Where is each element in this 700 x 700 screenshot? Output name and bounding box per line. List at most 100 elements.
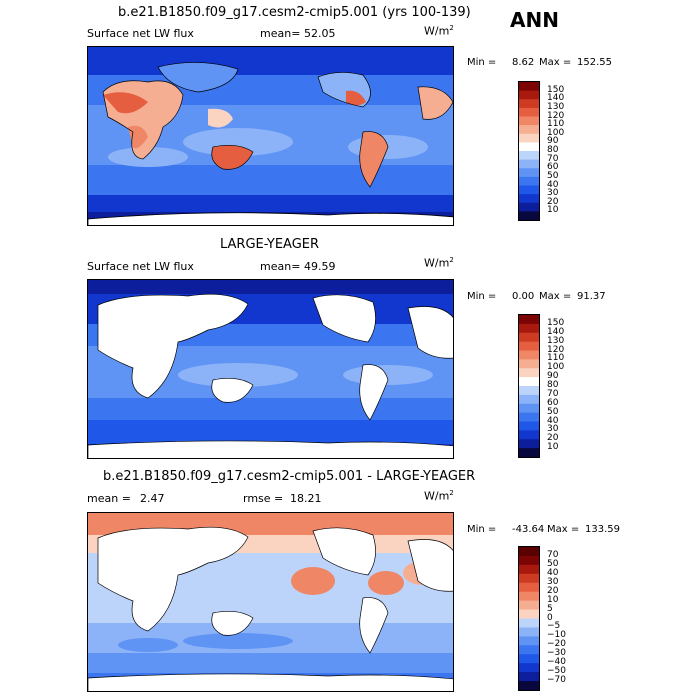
colorbar-tick-label: −70: [547, 675, 566, 686]
colorbar-tick-label: 10: [547, 205, 559, 216]
colorbar-swatch: [519, 116, 539, 126]
colorbar-tick-label: −20: [547, 639, 566, 650]
colorbar-swatch: [519, 125, 539, 135]
colorbar-swatch: [519, 99, 539, 109]
colorbar-swatch: [519, 555, 539, 566]
panel3-max-value: 133.59: [585, 524, 620, 535]
panel3-map: [87, 512, 454, 692]
colorbar-tick-label: 80: [547, 145, 559, 155]
colorbar-swatch: [519, 573, 539, 584]
colorbar-tick-label: 80: [547, 380, 559, 390]
colorbar-swatch: [519, 107, 539, 117]
colorbar-swatch: [519, 82, 539, 92]
panel2-variable: Surface net LW flux: [87, 260, 194, 273]
panel3-colorbar: [518, 546, 540, 691]
colorbar-swatch: [519, 591, 539, 602]
colorbar-swatch: [519, 564, 539, 575]
colorbar-swatch: [519, 609, 539, 619]
colorbar-swatch: [519, 168, 539, 178]
colorbar-swatch: [519, 403, 539, 414]
colorbar-tick-label: 50: [547, 406, 559, 417]
colorbar-tick-label: 150: [547, 317, 565, 328]
panel3-map-plot: [88, 513, 453, 691]
colorbar-swatch: [519, 582, 539, 593]
colorbar-tick-label: 10: [547, 594, 559, 605]
colorbar-swatch: [519, 672, 539, 682]
colorbar-swatch: [519, 185, 539, 195]
colorbar-tick-label: −40: [547, 657, 566, 668]
panel2-colorbar: [518, 314, 540, 458]
colorbar-swatch: [519, 176, 539, 186]
colorbar-tick-label: 150: [547, 84, 565, 95]
colorbar-swatch: [519, 654, 539, 664]
colorbar-tick-label: 20: [547, 585, 559, 596]
colorbar-tick-label: 140: [547, 93, 565, 104]
colorbar-swatch: [519, 194, 539, 204]
colorbar-tick-label: −30: [547, 648, 566, 659]
colorbar-tick-label: 40: [547, 415, 559, 426]
colorbar-tick-label: 50: [547, 170, 559, 181]
panel1-units: W/m2: [424, 24, 454, 38]
colorbar-swatch: [519, 547, 539, 557]
panel3-max-label: Max =: [547, 524, 580, 535]
colorbar-tick-label: 130: [547, 101, 565, 112]
colorbar-swatch: [519, 359, 539, 369]
colorbar-tick-label: 120: [547, 344, 565, 355]
panel1-max-label: Max =: [539, 57, 572, 68]
panel2-mean-label: mean=: [260, 260, 301, 273]
panel1-mean-label: mean=: [260, 27, 301, 40]
colorbar-tick-label: 120: [547, 110, 565, 121]
colorbar-tick-label: 20: [547, 433, 559, 444]
panel1-colorbar-svg: [519, 82, 539, 220]
colorbar-tick-label: 70: [547, 549, 559, 560]
panel3-mean-value: 2.47: [140, 492, 165, 505]
panel3-units: W/m2: [424, 489, 454, 503]
panel1-variable: Surface net LW flux: [87, 27, 194, 40]
panel3-title: b.e21.B1850.f09_g17.cesm2-cmip5.001 - LA…: [103, 469, 476, 484]
season-label: ANN: [510, 8, 559, 32]
colorbar-tick-label: 30: [547, 188, 559, 199]
colorbar-swatch: [519, 394, 539, 405]
colorbar-tick-label: 90: [547, 371, 559, 382]
colorbar-tick-label: 100: [547, 127, 565, 138]
colorbar-swatch: [519, 627, 539, 637]
colorbar-swatch: [519, 439, 539, 449]
colorbar-swatch: [519, 315, 539, 325]
colorbar-tick-label: 100: [547, 362, 565, 373]
colorbar-tick-label: 0: [547, 612, 553, 623]
colorbar-swatch: [519, 600, 539, 611]
colorbar-swatch: [519, 90, 539, 100]
panel2-units: W/m2: [424, 256, 454, 270]
colorbar-tick-label: 30: [547, 424, 559, 435]
colorbar-swatch: [519, 323, 539, 334]
panel2-map: [87, 279, 454, 459]
panel1-map: [87, 46, 454, 226]
panel1-map-plot: [88, 47, 453, 225]
colorbar-tick-label: 70: [547, 153, 559, 164]
panel1-mean-value: 52.05: [304, 27, 336, 40]
colorbar-swatch: [519, 368, 539, 378]
colorbar-tick-label: 60: [547, 162, 559, 173]
colorbar-swatch: [519, 430, 539, 440]
colorbar-swatch: [519, 202, 539, 212]
panel1-min-label: Min =: [467, 57, 497, 68]
colorbar-swatch: [519, 448, 539, 457]
colorbar-tick-label: 130: [547, 335, 565, 346]
panel3-rmse-value: 18.21: [290, 492, 322, 505]
panel3-min-value: -43.64: [512, 524, 545, 535]
colorbar-tick-label: 90: [547, 136, 559, 147]
colorbar-tick-label: 40: [547, 567, 559, 578]
colorbar-swatch: [519, 211, 539, 220]
panel1-min-value: 8.62: [512, 57, 535, 68]
colorbar-swatch: [519, 159, 539, 169]
colorbar-swatch: [519, 151, 539, 161]
colorbar-swatch: [519, 636, 539, 646]
panel3-colorbar-svg: [519, 547, 539, 690]
colorbar-tick-label: 20: [547, 196, 559, 207]
colorbar-swatch: [519, 377, 539, 387]
panel2-min-label: Min =: [467, 291, 497, 302]
colorbar-swatch: [519, 386, 539, 396]
panel3-rmse-label: rmse =: [243, 492, 284, 505]
colorbar-tick-label: 70: [547, 388, 559, 399]
panel2-map-plot: [88, 280, 453, 458]
